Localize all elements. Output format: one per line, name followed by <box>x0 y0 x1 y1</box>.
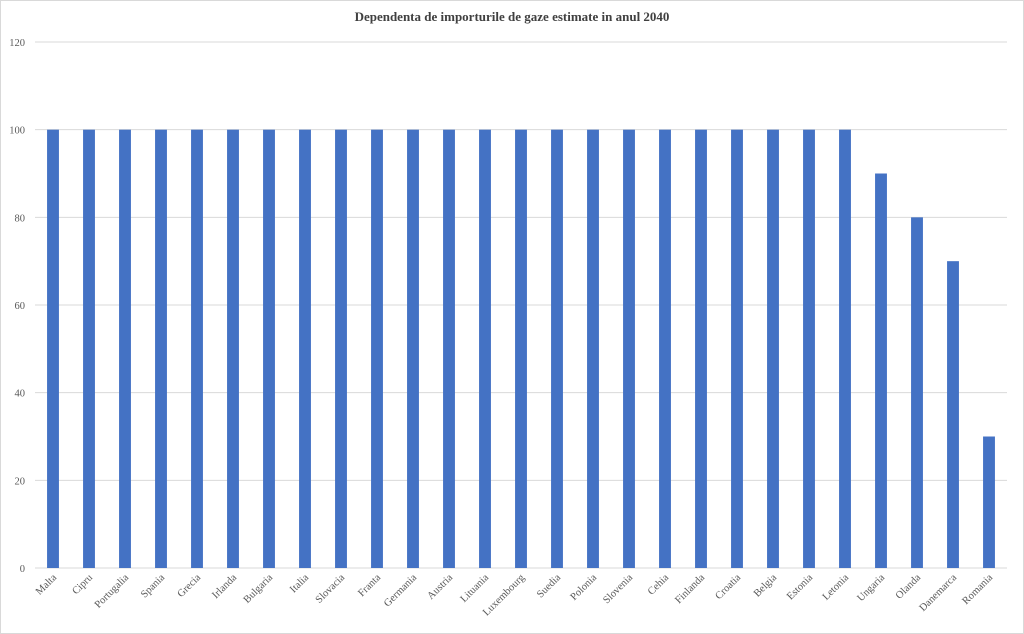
bar-finlanda <box>695 129 707 568</box>
bar-slovacia <box>335 129 347 568</box>
x-tick-label: Malta <box>34 572 59 597</box>
bar-cipru <box>83 129 95 568</box>
bar-cehia <box>659 129 671 568</box>
bar-austria <box>443 129 455 568</box>
x-tick-label: Cipru <box>70 572 95 597</box>
bar-polonia <box>587 129 599 568</box>
x-tick-label: Italia <box>288 572 311 595</box>
x-tick-label: Estonia <box>785 572 815 602</box>
x-tick-label: Spania <box>139 572 167 600</box>
bar-franta <box>371 129 383 568</box>
bar-lituania <box>479 129 491 568</box>
bar-slovenia <box>623 129 635 568</box>
bar-italia <box>299 129 311 568</box>
x-tick-label: Danemarca <box>918 572 960 614</box>
bar-danemarca <box>947 261 959 568</box>
y-tick-label: 20 <box>15 476 26 487</box>
bar-luxembourg <box>515 129 527 568</box>
x-tick-label: Lituania <box>459 572 492 605</box>
bar-malta <box>47 129 59 568</box>
x-tick-label: Slovenia <box>601 572 635 606</box>
y-tick-label: 40 <box>15 389 26 400</box>
bar-suedia <box>551 129 563 568</box>
x-tick-label: Austria <box>425 572 455 602</box>
bar-belgia <box>767 129 779 568</box>
bar-germania <box>407 129 419 568</box>
bar-letonia <box>839 129 851 568</box>
y-tick-label: 60 <box>15 301 26 312</box>
chart-title: Dependenta de importurile de gaze estima… <box>354 9 670 24</box>
x-tick-label: Letonia <box>821 572 852 603</box>
x-tick-label: Germania <box>382 572 419 609</box>
y-tick-label: 100 <box>9 126 25 137</box>
bar-romania <box>983 436 995 568</box>
y-tick-label: 0 <box>20 564 25 575</box>
x-tick-label: Portugalia <box>93 572 132 611</box>
bars <box>47 129 995 569</box>
x-tick-label: Irlanda <box>210 572 239 601</box>
bar-bulgaria <box>263 129 275 568</box>
y-axis: 0 20 40 60 80 100 120 <box>9 38 25 575</box>
x-tick-label: Slovacia <box>314 572 348 606</box>
x-tick-label: Olanda <box>894 572 923 601</box>
x-tick-label: Bulgaria <box>242 572 276 606</box>
y-tick-label: 120 <box>9 38 25 49</box>
bar-olanda <box>911 217 923 569</box>
x-tick-label: Romania <box>961 572 996 607</box>
x-tick-label: Grecia <box>176 572 204 600</box>
x-tick-label: Ungaria <box>855 572 887 604</box>
x-tick-label: Polonia <box>569 572 600 603</box>
bar-croatia <box>731 129 743 568</box>
x-tick-label: Croatia <box>713 572 743 602</box>
y-tick-label: 80 <box>15 213 26 224</box>
bar-ungaria <box>875 173 887 568</box>
x-tick-label: Finlanda <box>673 572 707 606</box>
bar-grecia <box>191 129 203 568</box>
bar-portugalia <box>119 129 131 568</box>
x-tick-label: Franta <box>356 572 383 599</box>
x-tick-label: Suedia <box>535 572 563 600</box>
x-tick-label: Cehia <box>646 572 671 597</box>
bar-irlanda <box>227 129 239 568</box>
bar-spania <box>155 129 167 568</box>
x-tick-label: Belgia <box>752 572 779 599</box>
bar-estonia <box>803 129 815 568</box>
